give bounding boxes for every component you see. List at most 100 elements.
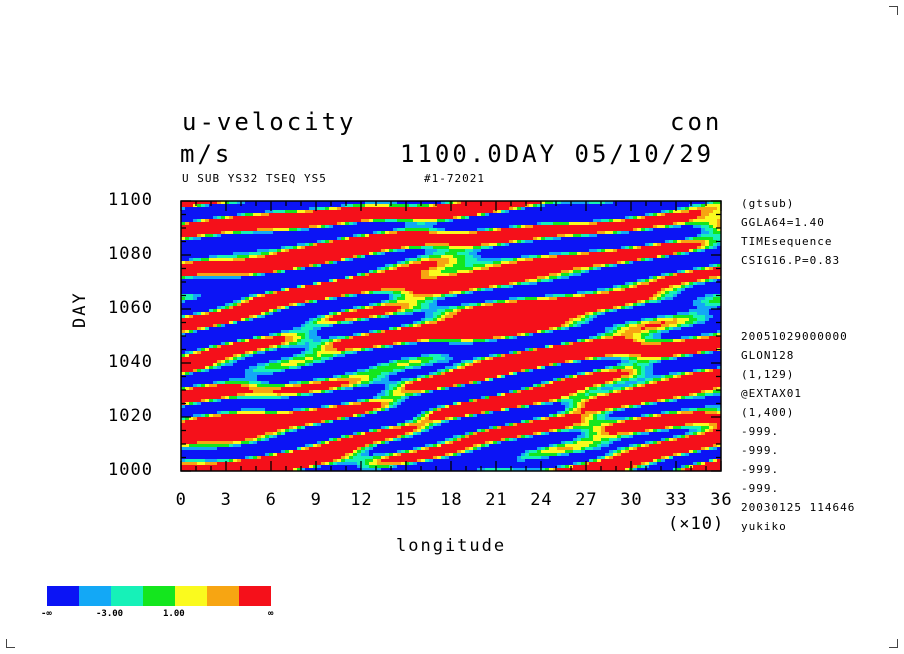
heatmap-cell — [337, 306, 342, 310]
heatmap-cell — [629, 297, 634, 301]
heatmap-cell — [509, 246, 514, 250]
heatmap-cell — [525, 216, 530, 220]
heatmap-cell — [637, 297, 642, 301]
heatmap-cell — [369, 234, 374, 238]
heatmap-cell — [349, 267, 354, 271]
heatmap-cell — [637, 309, 642, 313]
heatmap-cell — [569, 240, 574, 244]
heatmap-cell — [345, 255, 350, 259]
heatmap-cell — [513, 234, 518, 238]
heatmap-cell — [581, 246, 586, 250]
heatmap-cell — [297, 213, 302, 217]
heatmap-cell — [513, 282, 518, 286]
heatmap-cell — [245, 282, 250, 286]
heatmap-cell — [517, 234, 522, 238]
heatmap-cell — [265, 201, 270, 205]
heatmap-cell — [221, 306, 226, 310]
heatmap-cell — [569, 282, 574, 286]
heatmap-cell — [417, 213, 422, 217]
heatmap-cell — [637, 276, 642, 280]
heatmap-cell — [301, 222, 306, 226]
heatmap-cell — [565, 213, 570, 217]
heatmap-cell — [621, 210, 626, 214]
heatmap-cell — [581, 285, 586, 289]
heatmap-cell — [513, 213, 518, 217]
heatmap-cell — [513, 294, 518, 298]
heatmap-cell — [585, 303, 590, 307]
heatmap-cell — [549, 216, 554, 220]
heatmap-cell — [253, 207, 258, 211]
heatmap-cell — [525, 252, 530, 256]
heatmap-cell — [529, 294, 534, 298]
heatmap-cell — [309, 258, 314, 262]
heatmap-cell — [449, 249, 454, 253]
heatmap-cell — [381, 300, 386, 304]
heatmap-cell — [217, 297, 222, 301]
heatmap-cell — [205, 270, 210, 274]
heatmap-cell — [649, 297, 654, 301]
heatmap-cell — [225, 225, 230, 229]
heatmap-cell — [369, 219, 374, 223]
heatmap-cell — [361, 306, 366, 310]
heatmap-cell — [309, 249, 314, 253]
heatmap-cell — [489, 204, 494, 208]
heatmap-cell — [397, 243, 402, 247]
heatmap-cell — [677, 225, 682, 229]
heatmap-cell — [621, 231, 626, 235]
heatmap-cell — [485, 204, 490, 208]
heatmap-cell — [597, 297, 602, 301]
heatmap-cell — [593, 234, 598, 238]
heatmap-cell — [601, 216, 606, 220]
heatmap-cell — [357, 219, 362, 223]
heatmap-cell — [305, 285, 310, 289]
heatmap-cell — [357, 285, 362, 289]
heatmap-cell — [453, 270, 458, 274]
heatmap-cell — [637, 234, 642, 238]
heatmap-cell — [217, 255, 222, 259]
heatmap-cell — [545, 231, 550, 235]
heatmap-cell — [325, 228, 330, 232]
heatmap-cell — [473, 237, 478, 241]
heatmap-cell — [277, 249, 282, 253]
heatmap-cell — [417, 204, 422, 208]
heatmap-cell — [521, 219, 526, 223]
heatmap-cell — [361, 261, 366, 265]
heatmap-cell — [581, 204, 586, 208]
heatmap-cell — [637, 294, 642, 298]
heatmap-cell — [585, 240, 590, 244]
heatmap-cell — [701, 255, 706, 259]
heatmap-cell — [525, 240, 530, 244]
heatmap-cell — [181, 309, 186, 313]
heatmap-cell — [237, 234, 242, 238]
heatmap-cell — [345, 219, 350, 223]
heatmap-cell — [357, 249, 362, 253]
heatmap-cell — [257, 225, 262, 229]
heatmap-cell — [385, 258, 390, 262]
heatmap-cell — [677, 309, 682, 313]
heatmap-cell — [653, 267, 658, 271]
heatmap-cell — [309, 288, 314, 292]
heatmap-cell — [677, 252, 682, 256]
heatmap-cell — [625, 276, 630, 280]
heatmap-cell — [205, 252, 210, 256]
heatmap-cell — [489, 207, 494, 211]
heatmap-cell — [329, 216, 334, 220]
heatmap-cell — [397, 252, 402, 256]
heatmap-cell — [717, 282, 721, 286]
heatmap-cell — [357, 207, 362, 211]
heatmap-cell — [325, 210, 330, 214]
heatmap-cell — [561, 306, 566, 310]
heatmap-cell — [505, 297, 510, 301]
heatmap-cell — [417, 201, 422, 205]
heatmap-cell — [533, 273, 538, 277]
heatmap-cell — [317, 246, 322, 250]
heatmap-cell — [369, 207, 374, 211]
heatmap-cell — [213, 303, 218, 307]
heatmap-cell — [693, 219, 698, 223]
heatmap-cell — [245, 264, 250, 268]
heatmap-cell — [433, 240, 438, 244]
heatmap-cell — [597, 243, 602, 247]
heatmap-cell — [297, 207, 302, 211]
heatmap-cell — [481, 240, 486, 244]
heatmap-cell — [701, 249, 706, 253]
